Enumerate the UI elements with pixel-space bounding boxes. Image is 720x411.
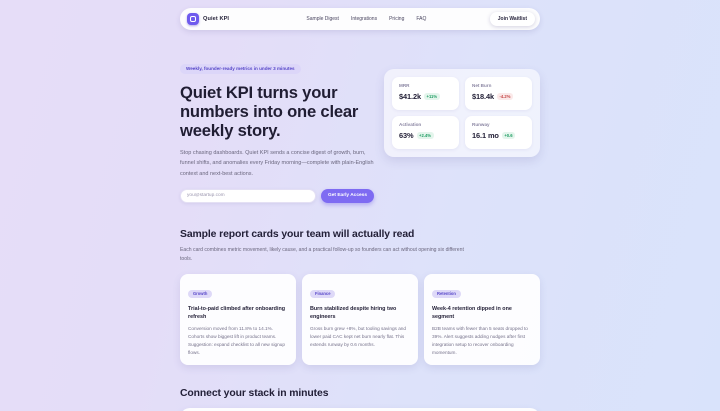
join-waitlist-button[interactable]: Join Waitlist xyxy=(489,12,535,26)
hero-title: Quiet KPI turns your numbers into one cl… xyxy=(180,83,359,141)
hero-badge: Weekly, founder-ready metrics in under 3… xyxy=(180,63,301,74)
report-card-finance: Finance Burn stabilized despite hiring t… xyxy=(302,274,418,366)
get-early-access-button[interactable]: Get Early Access xyxy=(321,188,375,203)
report-card-title: Week-4 retention dipped in one segment xyxy=(432,306,512,321)
page: Quiet KPI Sample Digest Integrations Pri… xyxy=(180,8,540,411)
nav-item-faq[interactable]: FAQ xyxy=(416,16,427,22)
integrations-section: Connect your stack in minutes Stripe Hub… xyxy=(180,388,540,411)
reports-title: Sample report cards your team will actua… xyxy=(180,228,415,240)
metric-value: 63% xyxy=(399,130,414,140)
metric-card-runway: Runway 16.1 mo +0.6 xyxy=(465,116,532,149)
metric-card-net-burn: Net Burn $18.4k -4.2% xyxy=(465,77,532,110)
report-card-growth: Growth Trial-to-paid climbed after onboa… xyxy=(180,274,296,366)
metric-delta: +0.6 xyxy=(501,131,516,139)
metric-label: Net Burn xyxy=(472,83,492,88)
metric-value: $18.4k xyxy=(472,91,495,101)
metric-delta: +2.4% xyxy=(416,131,434,139)
nav-item-integrations[interactable]: Integrations xyxy=(350,16,378,22)
metric-card-mrr: MRR $41.2k +11% xyxy=(392,77,459,110)
nav-item-pricing[interactable]: Pricing xyxy=(389,16,405,22)
report-card-retention: Retention Week-4 retention dipped in one… xyxy=(424,274,540,366)
nav-item-sample-digest[interactable]: Sample Digest xyxy=(306,16,339,22)
metric-label: MRR xyxy=(399,83,410,88)
report-tag: Retention xyxy=(432,289,461,298)
reports-section: Sample report cards your team will actua… xyxy=(180,228,540,366)
report-card-body: Gross burn grew +8%, but tooling savings… xyxy=(310,326,407,348)
hero-description: Stop chasing dashboards. Quiet KPI sends… xyxy=(180,150,374,177)
integrations-bar: Stripe HubSpot QuickBooks PostHog Notion… xyxy=(180,408,540,411)
reports-description: Each card combines metric movement, like… xyxy=(180,246,464,262)
nav-links: Sample Digest Integrations Pricing FAQ xyxy=(292,16,426,22)
integrations-title: Connect your stack in minutes xyxy=(180,388,329,400)
metric-delta: -4.2% xyxy=(497,92,513,100)
metric-value: $41.2k xyxy=(399,91,422,101)
report-card-body: Conversion moved from 11.8% to 14.1%. Co… xyxy=(188,326,285,356)
metric-value: 16.1 mo xyxy=(472,130,499,140)
brand-name: Quiet KPI xyxy=(203,16,230,22)
navbar: Quiet KPI Sample Digest Integrations Pri… xyxy=(180,8,540,30)
quiet-kpi-logo-icon xyxy=(187,13,199,25)
signup-form: Get Early Access xyxy=(180,188,384,203)
metric-card-activation: Activation 63% +2.4% xyxy=(392,116,459,149)
email-input[interactable] xyxy=(180,188,316,203)
report-tag: Growth xyxy=(188,289,213,298)
metric-delta: +11% xyxy=(424,92,440,100)
report-tag: Finance xyxy=(310,289,336,298)
metric-label: Runway xyxy=(472,122,490,127)
brand[interactable]: Quiet KPI xyxy=(187,13,229,25)
metrics-panel: MRR $41.2k +11% Net Burn $18.4k -4.2% Ac… xyxy=(384,69,540,157)
report-card-title: Burn stabilized despite hiring two engin… xyxy=(310,306,397,321)
report-card-body: B2B teams with fewer than 5 seats droppe… xyxy=(432,326,528,356)
hero-copy: Weekly, founder-ready metrics in under 3… xyxy=(180,57,384,203)
hero-section: Weekly, founder-ready metrics in under 3… xyxy=(180,57,540,203)
metric-label: Activation xyxy=(399,122,422,127)
report-card-title: Trial-to-paid climbed after onboarding r… xyxy=(188,306,286,321)
report-cards: Growth Trial-to-paid climbed after onboa… xyxy=(180,274,540,366)
